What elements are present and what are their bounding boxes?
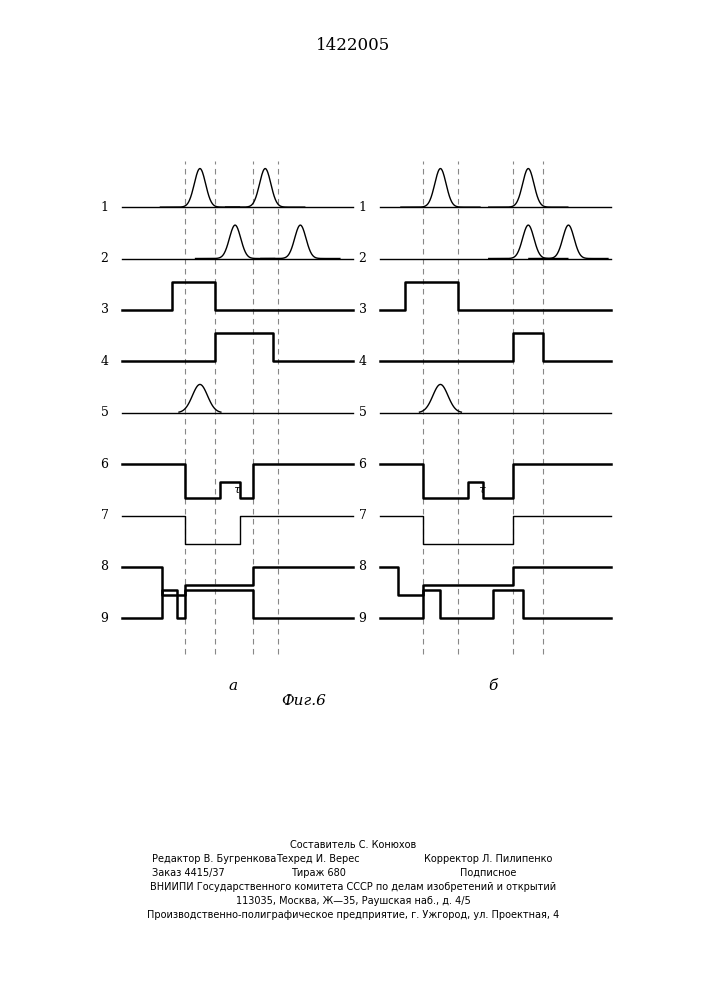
Text: 6: 6 bbox=[358, 458, 367, 471]
Text: 1422005: 1422005 bbox=[316, 37, 391, 54]
Text: 6: 6 bbox=[100, 458, 109, 471]
Text: 8: 8 bbox=[358, 560, 367, 573]
Text: 4: 4 bbox=[358, 355, 367, 368]
Text: 2: 2 bbox=[100, 252, 108, 265]
Text: Редактор В. Бугренкова: Редактор В. Бугренкова bbox=[152, 854, 276, 864]
Text: $\tau$: $\tau$ bbox=[478, 485, 487, 495]
Text: Тираж 680: Тираж 680 bbox=[291, 868, 346, 878]
Text: 9: 9 bbox=[100, 612, 108, 625]
Text: 1: 1 bbox=[100, 201, 109, 214]
Text: 113035, Москва, Ж—35, Раушская наб., д. 4/5: 113035, Москва, Ж—35, Раушская наб., д. … bbox=[236, 896, 471, 906]
Text: Производственно-полиграфическое предприятие, г. Ужгород, ул. Проектная, 4: Производственно-полиграфическое предприя… bbox=[147, 910, 560, 920]
Text: ВНИИПИ Государственного комитета СССР по делам изобретений и открытий: ВНИИПИ Государственного комитета СССР по… bbox=[151, 882, 556, 892]
Text: 2: 2 bbox=[358, 252, 366, 265]
Text: 5: 5 bbox=[100, 406, 108, 419]
Text: a: a bbox=[229, 679, 238, 693]
Text: Корректор Л. Пилипенко: Корректор Л. Пилипенко bbox=[423, 854, 552, 864]
Text: 9: 9 bbox=[358, 612, 366, 625]
Text: 5: 5 bbox=[358, 406, 366, 419]
Text: Фиг.6: Фиг.6 bbox=[281, 694, 327, 708]
Text: Заказ 4415/37: Заказ 4415/37 bbox=[152, 868, 225, 878]
Text: 8: 8 bbox=[100, 560, 109, 573]
Text: Техред И. Верес: Техред И. Верес bbox=[276, 854, 360, 864]
Text: $\tau$: $\tau$ bbox=[233, 485, 241, 495]
Text: б: б bbox=[488, 679, 498, 693]
Text: 3: 3 bbox=[358, 303, 367, 316]
Text: Подписное: Подписное bbox=[460, 868, 516, 878]
Text: 4: 4 bbox=[100, 355, 109, 368]
Text: 7: 7 bbox=[100, 509, 108, 522]
Text: Составитель С. Конюхов: Составитель С. Конюхов bbox=[291, 840, 416, 850]
Text: 1: 1 bbox=[358, 201, 367, 214]
Text: 7: 7 bbox=[358, 509, 366, 522]
Text: 3: 3 bbox=[100, 303, 109, 316]
